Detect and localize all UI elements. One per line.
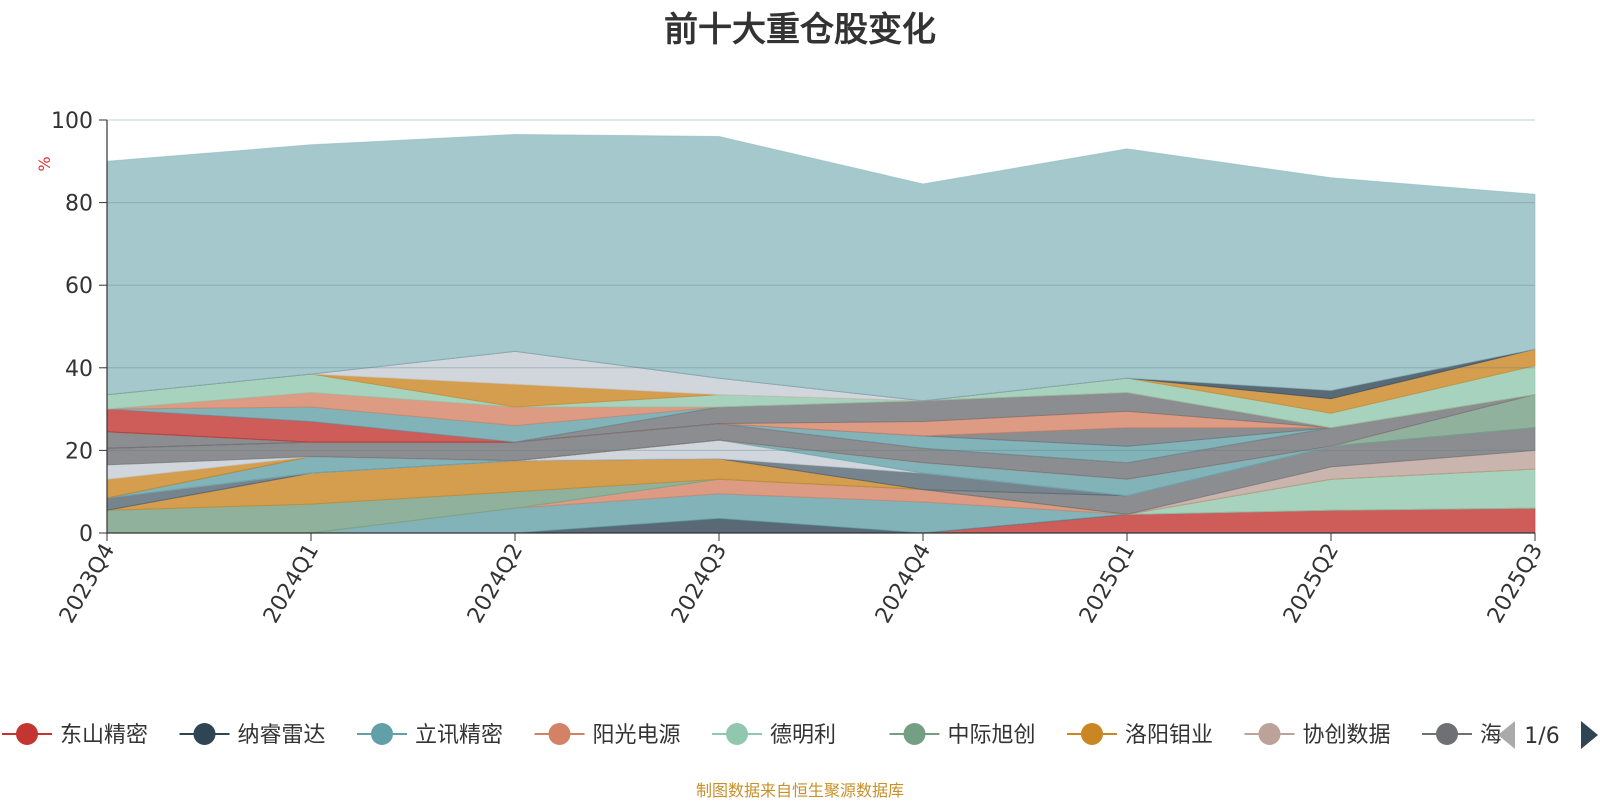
- y-tick-label: 80: [65, 192, 93, 217]
- y-tick-label: 100: [51, 109, 93, 134]
- legend-marker-icon: [1436, 723, 1458, 745]
- y-tick-label: 0: [79, 522, 93, 547]
- legend-marker-icon: [16, 723, 38, 745]
- legend-marker-icon: [726, 723, 748, 745]
- x-tick-label: 2024Q2: [463, 540, 528, 628]
- y-tick-label: 40: [65, 357, 93, 382]
- legend-item[interactable]: 东山精密: [2, 723, 148, 748]
- y-tick-label: 20: [65, 439, 93, 464]
- x-tick-label: 2025Q2: [1279, 540, 1344, 628]
- legend-label: 海: [1480, 723, 1502, 748]
- legend-marker-icon: [371, 723, 393, 745]
- legend-prev-icon[interactable]: [1498, 721, 1515, 749]
- y-axis-label: %: [35, 156, 54, 171]
- x-tick-label: 2025Q3: [1483, 540, 1548, 628]
- legend-label: 洛阳钼业: [1125, 723, 1213, 748]
- legend-item[interactable]: 纳睿雷达: [179, 723, 326, 748]
- legend: 东山精密 纳睿雷达 立讯精密 阳光电源 德明利 中际旭创 洛阳钼业 协创数据 海: [2, 723, 1502, 748]
- legend-marker-icon: [548, 723, 571, 745]
- stacked-areas: [106, 133, 1536, 534]
- legend-label: 阳光电源: [593, 723, 681, 748]
- legend-label: 协创数据: [1303, 723, 1391, 748]
- legend-label: 纳睿雷达: [238, 723, 326, 748]
- legend-item[interactable]: 海: [1422, 723, 1502, 748]
- x-tick-label: 2024Q3: [667, 540, 732, 628]
- legend-item[interactable]: 洛阳钼业: [1067, 723, 1213, 748]
- chart-title: 前十大重仓股变化: [664, 10, 936, 50]
- legend-next-icon[interactable]: [1581, 721, 1598, 749]
- legend-item[interactable]: 立讯精密: [357, 723, 503, 748]
- x-tick-label: 2024Q4: [871, 540, 936, 628]
- legend-item[interactable]: 中际旭创: [889, 723, 1036, 748]
- legend-label: 中际旭创: [948, 723, 1036, 748]
- x-tick-label: 2025Q1: [1075, 540, 1140, 628]
- legend-marker-icon: [1081, 723, 1103, 745]
- legend-item[interactable]: 德明利: [712, 723, 836, 748]
- gridlines: [107, 119, 1535, 451]
- legend-marker-icon: [193, 723, 216, 745]
- legend-label: 东山精密: [60, 723, 148, 748]
- area-series-29: [106, 133, 1536, 402]
- legend-item[interactable]: 阳光电源: [534, 723, 681, 748]
- legend-label: 立讯精密: [415, 723, 503, 748]
- legend-marker-icon: [1258, 723, 1281, 745]
- x-tick-label: 2023Q4: [55, 540, 120, 628]
- legend-pager: 1/6: [1495, 718, 1600, 752]
- legend-page-indicator: 1/6: [1524, 724, 1559, 749]
- x-tick-label: 2024Q1: [259, 540, 324, 628]
- source-note: 制图数据来自恒生聚源数据库: [695, 781, 904, 800]
- legend-marker-icon: [903, 723, 926, 745]
- y-tick-label: 60: [65, 274, 93, 299]
- legend-item[interactable]: 协创数据: [1244, 723, 1391, 748]
- legend-label: 德明利: [770, 723, 836, 748]
